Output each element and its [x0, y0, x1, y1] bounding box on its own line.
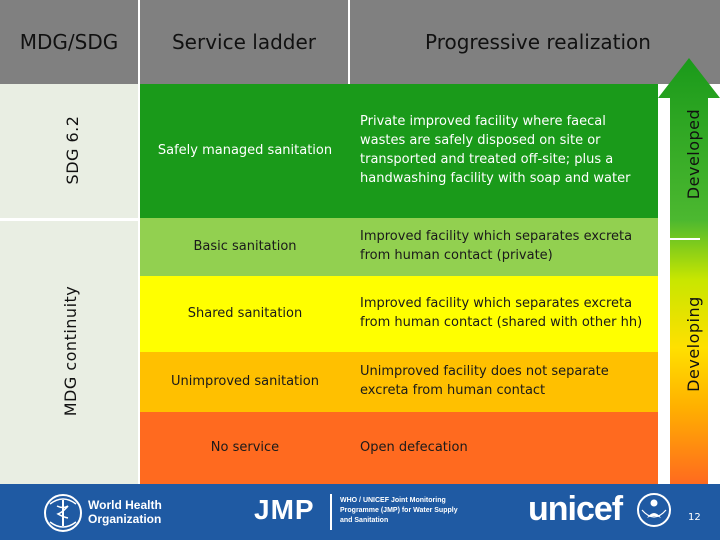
ladder-unimproved: Unimproved sanitation — [140, 352, 350, 412]
who-name-line2: Organization — [88, 512, 162, 526]
unicef-logo-text: unicef — [528, 490, 623, 528]
ladder-shared-label: Shared sanitation — [187, 305, 303, 321]
who-name-line1: World Health — [88, 498, 162, 512]
who-name: World Health Organization — [88, 498, 178, 526]
progress-arrow — [658, 58, 720, 484]
arrow-divider — [666, 238, 700, 240]
ladder-safely-managed-label: Safely managed sanitation — [157, 142, 333, 158]
jmp-logo: JMP — [254, 494, 315, 525]
desc-no-service-text: Open defecation — [360, 439, 468, 455]
arrow-shape — [658, 58, 720, 484]
header-service-ladder-label: Service ladder — [171, 30, 316, 54]
mdg-label-cell: MDG continuity — [0, 221, 138, 484]
desc-basic: Improved facility which separates excret… — [350, 218, 658, 276]
desc-basic-text: Improved facility which separates excret… — [360, 229, 633, 263]
ladder-vertical-divider — [348, 0, 350, 84]
header-service-ladder: Service ladder — [140, 0, 348, 84]
desc-safely-managed-text: Private improved facility where faecal w… — [360, 114, 631, 186]
sdg-label: SDG 6.2 — [63, 115, 82, 185]
page-number: 12 — [688, 512, 701, 523]
header-mdg-sdg-label: MDG/SDG — [19, 30, 119, 54]
ladder-shared: Shared sanitation — [140, 276, 350, 352]
jmp-desc-line2: Programme (JMP) for Water Supply — [340, 507, 458, 514]
header-mdg-sdg: MDG/SDG — [0, 0, 138, 84]
who-emblem-icon — [44, 494, 82, 532]
developed-label: Developed — [684, 108, 703, 200]
ladder-no-service: No service — [140, 412, 350, 484]
left-divider — [0, 218, 138, 221]
header-progressive-realization-label: Progressive realization — [425, 30, 651, 54]
header-progressive-realization: Progressive realization — [350, 0, 720, 84]
left-vertical-divider — [138, 0, 140, 484]
jmp-desc-line1: WHO / UNICEF Joint Monitoring — [340, 497, 446, 504]
ladder-safely-managed: Safely managed sanitation — [140, 84, 350, 218]
desc-unimproved: Unimproved facility does not separate ex… — [350, 352, 658, 412]
desc-unimproved-text: Unimproved facility does not separate ex… — [360, 364, 609, 398]
ladder-no-service-label: No service — [210, 439, 280, 455]
jmp-desc-line3: and Sanitation — [340, 517, 389, 524]
desc-safely-managed: Private improved facility where faecal w… — [350, 84, 658, 218]
ladder-basic: Basic sanitation — [140, 218, 350, 276]
developing-label: Developing — [684, 296, 703, 392]
desc-shared: Improved facility which separates excret… — [350, 276, 658, 352]
sdg-label-cell: SDG 6.2 — [0, 84, 138, 218]
ladder-basic-label: Basic sanitation — [193, 238, 297, 254]
footer-bar: World Health Organization JMP WHO / UNIC… — [0, 484, 720, 540]
unicef-emblem-icon — [637, 493, 671, 527]
ladder-unimproved-label: Unimproved sanitation — [171, 373, 319, 389]
jmp-divider — [330, 494, 332, 530]
mdg-label: MDG continuity — [61, 285, 80, 417]
jmp-description: WHO / UNICEF Joint Monitoring Programme … — [340, 496, 500, 526]
desc-shared-text: Improved facility which separates excret… — [360, 296, 643, 330]
desc-no-service: Open defecation — [350, 412, 658, 484]
